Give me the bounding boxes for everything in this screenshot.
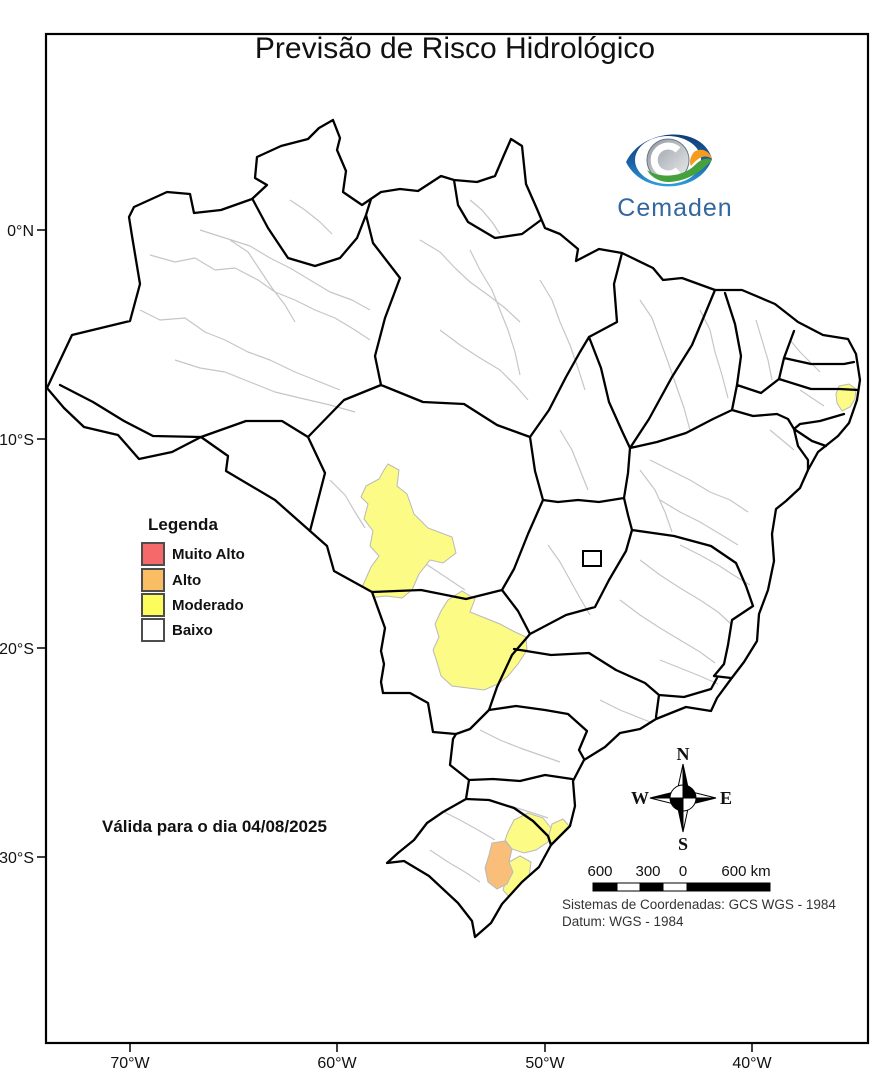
longitude-axis: 70°W 60°W 50°W 40°W	[110, 1043, 773, 1072]
compass-north-label: N	[677, 744, 690, 764]
brazil-country-fill	[47, 120, 860, 937]
risk-patch-goias-ms-moderado	[432, 590, 528, 691]
legend-label-muito-alto: Muito Alto	[172, 546, 245, 563]
state-borders	[58, 178, 860, 847]
compass-rose-icon	[649, 763, 717, 833]
legend-label-moderado: Moderado	[172, 597, 244, 614]
legend-heading: Legenda	[148, 515, 218, 534]
risk-patch-mato-grosso-moderado	[360, 463, 457, 599]
lat-label-20s: 20°S	[0, 641, 34, 658]
cemaden-logo: Cemaden	[617, 134, 732, 222]
lon-label-60w: 60°W	[317, 1055, 357, 1072]
credits-line2: Datum: WGS - 1984	[562, 914, 684, 929]
legend-swatch-alto	[141, 568, 165, 592]
lat-label-10s: 10°S	[0, 432, 34, 449]
legend: Legenda Muito Alto Alto Moderado Baixo	[141, 515, 245, 642]
scale-bar: 600 300 0 600 km	[587, 863, 771, 892]
lon-label-40w: 40°W	[732, 1055, 772, 1072]
validity-note: Válida para o dia 04/08/2025	[102, 817, 327, 836]
legend-label-baixo: Baixo	[172, 622, 213, 639]
legend-swatch-baixo	[141, 618, 165, 642]
scale-label-600-left: 600	[587, 863, 612, 880]
credits: Sistemas de Coordenadas: GCS WGS - 1984 …	[562, 897, 836, 929]
legend-swatch-muito-alto	[141, 542, 165, 566]
lat-label-30s: 30°S	[0, 850, 34, 867]
distrito-federal-box	[582, 550, 602, 567]
risk-patch-rs-norte-moderado	[504, 812, 552, 854]
brazil-map	[45, 118, 862, 939]
credits-line1: Sistemas de Coordenadas: GCS WGS - 1984	[562, 897, 836, 912]
page-title: Previsão de Risco Hidrológico	[255, 32, 655, 65]
cemaden-eye-icon	[626, 134, 712, 187]
scale-label-0: 0	[679, 863, 687, 880]
compass-west-label: W	[631, 788, 649, 808]
lon-label-50w: 50°W	[525, 1055, 565, 1072]
lon-label-70w: 70°W	[110, 1055, 150, 1072]
municipality-lines	[139, 199, 825, 883]
compass-south-label: S	[678, 834, 688, 854]
lat-label-0n: 0°N	[7, 223, 34, 240]
cemaden-wordmark: Cemaden	[617, 194, 732, 222]
risk-patch-rs-centro-alto	[484, 840, 514, 890]
scale-label-300: 300	[635, 863, 660, 880]
brazil-country-outline	[45, 118, 862, 939]
legend-swatch-moderado	[141, 593, 165, 617]
compass-east-label: E	[720, 788, 732, 808]
scale-label-600km: 600 km	[721, 863, 770, 880]
scale-bar-segments	[592, 882, 771, 892]
compass-labels: N S W E	[631, 744, 732, 854]
latitude-axis: 0°N 10°S 20°S 30°S	[0, 223, 46, 867]
legend-label-alto: Alto	[172, 572, 201, 589]
